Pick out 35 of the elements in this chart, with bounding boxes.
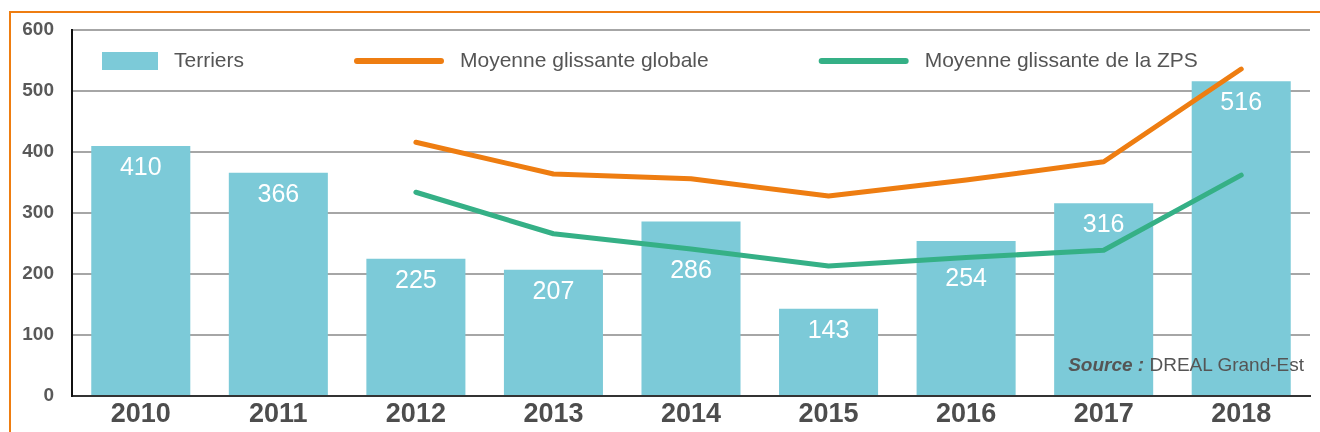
bar <box>503 269 603 395</box>
data-label: 207 <box>532 275 575 304</box>
legend-label: Moyenne glissante de la ZPS <box>924 47 1198 71</box>
bar <box>779 308 879 395</box>
data-label: 143 <box>807 314 850 343</box>
y-tick-label: 100 <box>22 323 54 345</box>
x-tick-label: 2016 <box>936 397 997 428</box>
x-tick-label: 2014 <box>660 397 722 428</box>
x-tick-label: 2013 <box>523 397 584 428</box>
legend-label: Terriers <box>174 47 245 71</box>
data-label: 254 <box>945 263 988 292</box>
bar <box>916 241 1016 395</box>
x-tick-label: 2017 <box>1073 397 1134 428</box>
y-tick-label: 600 <box>22 18 54 40</box>
x-tick-label: 2018 <box>1211 397 1272 428</box>
y-tick-label: 300 <box>22 201 54 223</box>
bar <box>228 172 328 395</box>
y-tick-label: 0 <box>43 384 54 406</box>
data-label: 286 <box>670 254 712 283</box>
x-tick-label: 2011 <box>249 397 308 428</box>
x-tick-label: 2015 <box>798 397 859 428</box>
x-tick-label: 2012 <box>385 397 446 428</box>
x-tick-label: 2010 <box>110 397 171 428</box>
y-tick-label: 500 <box>22 79 54 101</box>
data-label: 516 <box>1220 87 1263 116</box>
bar <box>91 145 191 395</box>
bar <box>366 258 466 395</box>
bar <box>641 221 741 395</box>
data-label: 366 <box>257 178 300 207</box>
data-label: 316 <box>1082 209 1125 238</box>
y-tick-label: 200 <box>22 262 54 284</box>
y-tick-label: 400 <box>22 140 54 162</box>
legend-label: Moyenne glissante globale <box>460 47 709 71</box>
data-label: 225 <box>395 264 437 293</box>
data-label: 410 <box>119 151 162 180</box>
